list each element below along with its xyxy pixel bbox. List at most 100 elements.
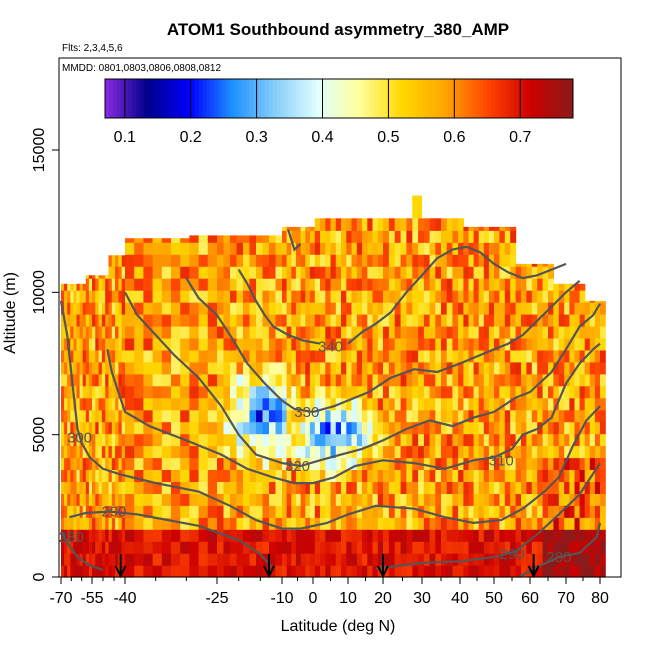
heatmap-cell [429,337,436,351]
heatmap-cell [305,373,311,387]
heatmap-cell [134,325,144,339]
heatmap-cell [230,481,238,494]
contour-line [347,245,567,345]
heatmap-cell [269,457,277,470]
heatmap-cell [346,278,353,291]
colorbar-swatch [163,79,168,118]
colorbar-swatch [510,79,515,118]
heatmap-cell [305,529,311,542]
heatmap-cell [98,541,103,554]
heatmap-cell [325,397,332,411]
heatmap-cell [143,457,154,470]
heatmap-cell [70,325,74,339]
contour-line-300 [59,300,601,530]
heatmap-cell [553,541,560,554]
heatmap-cell [351,385,358,399]
heatmap-cell [446,314,453,327]
heatmap-cell [406,314,413,327]
heatmap-cell [429,433,436,447]
heatmap-cell [256,457,264,470]
heatmap-cell [282,469,288,482]
heatmap-cell [452,218,459,231]
heatmap-cell [594,517,601,530]
colorbar-swatch [491,79,496,118]
heatmap-cell [67,469,71,482]
heatmap-cell [73,337,78,351]
heatmap-cell [330,397,337,411]
heatmap-cell [542,278,549,291]
heatmap-cell [198,529,209,542]
heatmap-cell [542,481,549,494]
heatmap-cell [362,541,368,554]
heatmap-cell [594,409,601,423]
heatmap-cell [230,361,238,375]
heatmap-cell [579,361,586,375]
heatmap-cell [579,481,586,494]
heatmap-cell [418,302,425,315]
heatmap-cell [600,385,606,399]
heatmap-cell [537,373,544,387]
heatmap-cell [367,433,374,447]
heatmap-cell [76,457,81,470]
heatmap-cell [101,325,106,339]
heatmap-cell [488,325,495,339]
heatmap-cell [548,481,554,494]
heatmap-cell [236,349,244,363]
heatmap-cell [553,361,560,375]
heatmap-cell [217,517,225,530]
colorbar-swatch [436,79,441,118]
heatmap-cell [394,254,402,267]
heatmap-cell [526,302,533,315]
heatmap-cell [300,230,306,243]
heatmap-cell [118,278,123,291]
heatmap-cell [429,457,436,470]
heatmap-cell [189,493,200,506]
heatmap-cell [105,529,110,542]
heatmap-cell [115,302,119,315]
colorbar-swatch [502,79,508,118]
heatmap-cell [412,529,419,542]
heatmap-cell [286,481,292,494]
heatmap-cell [73,529,78,542]
heatmap-cell [236,433,244,447]
heatmap-cell [351,553,358,566]
heatmap-cell [600,373,606,387]
heatmap-cell [478,469,485,482]
heatmap-cell [286,553,292,566]
heatmap-cell [64,373,68,387]
heatmap-cell [230,349,238,363]
heatmap-cell [115,266,119,279]
heatmap-cell [291,278,297,291]
heatmap-cell [207,541,218,554]
heatmap-cell [134,445,144,459]
heatmap-cell [412,254,419,267]
heatmap-cell [230,493,238,506]
heatmap-cell [458,481,464,494]
heatmap-cell [499,290,506,303]
heatmap-cell [320,397,326,411]
heatmap-cell [269,361,277,375]
heatmap-cell [171,565,181,578]
heatmap-cell [499,226,506,231]
heatmap-cell [98,314,103,327]
heatmap-cell [548,325,554,339]
colorbar-swatch [495,79,500,118]
heatmap-cell [537,493,544,506]
heatmap-cell [383,481,390,494]
heatmap-cell [108,541,113,554]
heatmap-cell [558,529,565,542]
heatmap-cell [394,361,402,375]
heatmap-cell [207,421,218,435]
heatmap-cell [463,493,470,506]
heatmap-cell [189,529,200,542]
heatmap-cell [388,541,396,554]
heatmap-cell [362,409,368,423]
colorbar-swatch [315,79,320,118]
heatmap-cell [111,421,116,435]
colorbar-swatch [198,79,203,118]
heatmap-cell [335,457,342,470]
heatmap-cell [574,397,581,411]
heatmap-cell [499,445,506,459]
heatmap-cell [286,337,292,351]
